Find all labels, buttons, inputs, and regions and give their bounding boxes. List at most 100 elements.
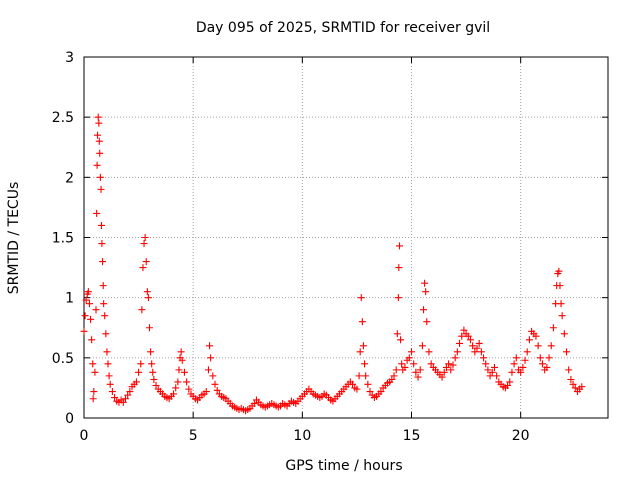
data-point [488, 368, 496, 376]
data-point [490, 363, 498, 371]
data-point [453, 348, 461, 356]
data-point [96, 173, 104, 181]
data-point [567, 375, 575, 383]
data-point [355, 372, 363, 380]
data-point [142, 258, 150, 266]
data-point [99, 258, 107, 266]
data-point [137, 360, 145, 368]
data-point [88, 336, 96, 344]
data-point [105, 372, 113, 380]
data-point [175, 366, 183, 374]
x-axis-label: GPS time / hours [285, 458, 402, 474]
data-point [97, 221, 105, 229]
data-point [438, 373, 446, 381]
x-tick-label: 10 [293, 428, 311, 444]
data-point [93, 161, 101, 169]
chart-title: Day 095 of 2025, SRMTID for receiver gvi… [196, 20, 490, 36]
data-point [94, 113, 102, 121]
data-point [183, 378, 191, 386]
data-point [449, 361, 457, 369]
data-point [359, 342, 367, 350]
data-point [135, 368, 143, 376]
data-point [358, 318, 366, 326]
data-point [418, 342, 426, 350]
y-tick-label: 1.5 [52, 231, 74, 247]
data-point [563, 348, 571, 356]
data-point [204, 366, 212, 374]
y-tick-label: 2.5 [52, 110, 74, 126]
data-point [422, 288, 430, 296]
data-point [442, 363, 450, 371]
data-point [451, 354, 459, 362]
data-point [423, 318, 431, 326]
data-point [405, 354, 413, 362]
data-point [178, 356, 186, 364]
data-point [547, 342, 555, 350]
x-tick-label: 5 [189, 428, 198, 444]
data-point [362, 372, 370, 380]
data-point [521, 356, 529, 364]
data-point [427, 360, 435, 368]
data-point [523, 348, 531, 356]
data-point [98, 240, 106, 248]
data-point [410, 360, 418, 368]
data-point [152, 382, 160, 390]
data-point [480, 354, 488, 362]
data-point [506, 378, 514, 386]
data-point [473, 344, 481, 352]
data-point [388, 375, 396, 383]
y-tick-label: 1 [65, 291, 74, 307]
data-point [202, 388, 210, 396]
data-point [377, 388, 385, 396]
data-point [475, 339, 483, 347]
data-point [81, 312, 89, 320]
data-point [364, 380, 372, 388]
data-point [549, 324, 557, 332]
data-point [555, 267, 563, 275]
data-point [93, 209, 101, 217]
grid [84, 57, 608, 418]
data-point [420, 306, 428, 314]
data-point [471, 348, 479, 356]
data-point [456, 339, 464, 347]
x-tick-label: 0 [80, 428, 89, 444]
data-point [395, 264, 403, 272]
data-point [174, 378, 182, 386]
data-point [101, 312, 109, 320]
data-point [185, 385, 193, 393]
data-point [447, 366, 455, 374]
data-point [349, 380, 357, 388]
data-point [209, 372, 217, 380]
data-point [85, 300, 93, 308]
data-point [556, 282, 564, 290]
data-point [539, 360, 546, 368]
data-point [401, 363, 409, 371]
y-tick-label: 0 [65, 411, 74, 427]
data-point [421, 279, 429, 287]
data-point [126, 388, 134, 396]
data-point [206, 342, 214, 350]
data-point [486, 372, 494, 380]
data-point [108, 388, 116, 396]
data-point [149, 368, 157, 376]
data-point [425, 348, 433, 356]
data-point [89, 360, 97, 368]
data-point [469, 342, 477, 350]
data-point [144, 294, 152, 302]
data-point [104, 360, 112, 368]
data-point [569, 380, 577, 388]
y-tick-label: 2 [65, 170, 74, 186]
x-tick-label: 20 [512, 428, 530, 444]
data-point [536, 354, 544, 362]
data-point [398, 360, 406, 368]
data-point [119, 398, 127, 406]
data-point [92, 306, 100, 314]
data-point [91, 368, 99, 376]
data-point [82, 296, 90, 304]
data-point [146, 324, 153, 332]
data-point [353, 385, 361, 393]
data-point [519, 363, 527, 371]
data-point [87, 315, 95, 323]
data-point [80, 327, 88, 335]
data-point [477, 348, 485, 356]
